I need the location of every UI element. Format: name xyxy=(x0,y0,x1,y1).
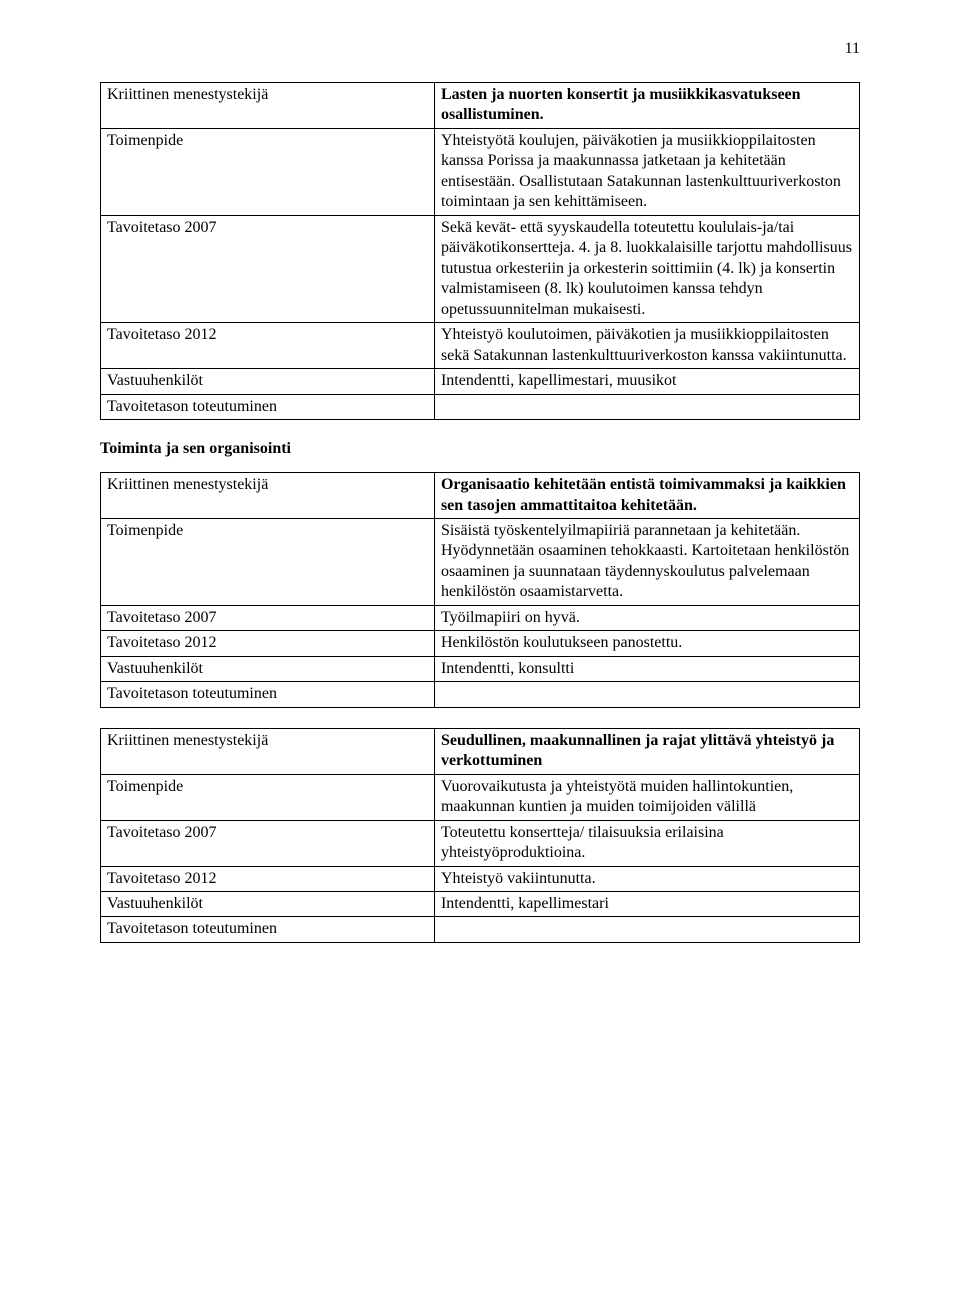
cell-label: Tavoitetason toteutuminen xyxy=(101,682,435,707)
cell-label: Toimenpide xyxy=(101,774,435,820)
cell-label: Tavoitetaso 2007 xyxy=(101,605,435,630)
table-row: Tavoitetaso 2012 Yhteistyö vakiintunutta… xyxy=(101,866,860,891)
table-row: Tavoitetaso 2012 Henkilöstön koulutuksee… xyxy=(101,631,860,656)
section-heading: Toiminta ja sen organisointi xyxy=(100,440,860,458)
table-2: Kriittinen menestystekijä Organisaatio k… xyxy=(100,472,860,708)
table-row: Tavoitetaso 2007 Sekä kevät- että syyska… xyxy=(101,215,860,322)
cell-label: Vastuuhenkilöt xyxy=(101,656,435,681)
table-row: Tavoitetason toteutuminen xyxy=(101,394,860,419)
table-1: Kriittinen menestystekijä Lasten ja nuor… xyxy=(100,82,860,420)
table-row: Toimenpide Yhteistyötä koulujen, päiväko… xyxy=(101,128,860,215)
cell-label: Kriittinen menestystekijä xyxy=(101,728,435,774)
cell-value: Lasten ja nuorten konsertit ja musiikkik… xyxy=(434,83,859,129)
cell-value: Intendentti, kapellimestari, muusikot xyxy=(434,369,859,394)
table-row: Tavoitetason toteutuminen xyxy=(101,682,860,707)
cell-label: Kriittinen menestystekijä xyxy=(101,83,435,129)
cell-label: Tavoitetaso 2007 xyxy=(101,820,435,866)
cell-value: Vuorovaikutusta ja yhteistyötä muiden ha… xyxy=(434,774,859,820)
cell-value: Yhteistyö koulutoimen, päiväkotien ja mu… xyxy=(434,323,859,369)
table-row: Vastuuhenkilöt Intendentti, kapellimesta… xyxy=(101,892,860,917)
cell-value: Toteutettu konsertteja/ tilaisuuksia eri… xyxy=(434,820,859,866)
cell-label: Tavoitetaso 2012 xyxy=(101,323,435,369)
cell-label: Tavoitetaso 2012 xyxy=(101,866,435,891)
table-row: Tavoitetaso 2012 Yhteistyö koulutoimen, … xyxy=(101,323,860,369)
table-row: Tavoitetaso 2007 Toteutettu konsertteja/… xyxy=(101,820,860,866)
cell-label: Kriittinen menestystekijä xyxy=(101,473,435,519)
cell-label: Tavoitetaso 2007 xyxy=(101,215,435,322)
cell-value: Seudullinen, maakunnallinen ja rajat yli… xyxy=(434,728,859,774)
table-row: Tavoitetason toteutuminen xyxy=(101,917,860,942)
cell-value: Henkilöstön koulutukseen panostettu. xyxy=(434,631,859,656)
cell-value xyxy=(434,682,859,707)
page-number: 11 xyxy=(100,40,860,58)
cell-value: Sisäistä työskentelyilmapiiriä paranneta… xyxy=(434,518,859,605)
table-row: Toimenpide Sisäistä työskentelyilmapiiri… xyxy=(101,518,860,605)
cell-value xyxy=(434,394,859,419)
cell-value: Organisaatio kehitetään entistä toimivam… xyxy=(434,473,859,519)
cell-label: Toimenpide xyxy=(101,518,435,605)
cell-value: Intendentti, konsultti xyxy=(434,656,859,681)
table-row: Toimenpide Vuorovaikutusta ja yhteistyöt… xyxy=(101,774,860,820)
table-row: Vastuuhenkilöt Intendentti, konsultti xyxy=(101,656,860,681)
table-row: Kriittinen menestystekijä Seudullinen, m… xyxy=(101,728,860,774)
cell-value: Yhteistyö vakiintunutta. xyxy=(434,866,859,891)
table-3: Kriittinen menestystekijä Seudullinen, m… xyxy=(100,728,860,943)
table-row: Tavoitetaso 2007 Työilmapiiri on hyvä. xyxy=(101,605,860,630)
cell-label: Tavoitetason toteutuminen xyxy=(101,917,435,942)
cell-label: Toimenpide xyxy=(101,128,435,215)
cell-label: Vastuuhenkilöt xyxy=(101,892,435,917)
cell-value: Yhteistyötä koulujen, päiväkotien ja mus… xyxy=(434,128,859,215)
cell-value: Sekä kevät- että syyskaudella toteutettu… xyxy=(434,215,859,322)
cell-value: Työilmapiiri on hyvä. xyxy=(434,605,859,630)
cell-value xyxy=(434,917,859,942)
table-row: Kriittinen menestystekijä Lasten ja nuor… xyxy=(101,83,860,129)
cell-label: Tavoitetason toteutuminen xyxy=(101,394,435,419)
cell-label: Tavoitetaso 2012 xyxy=(101,631,435,656)
table-row: Kriittinen menestystekijä Organisaatio k… xyxy=(101,473,860,519)
cell-value: Intendentti, kapellimestari xyxy=(434,892,859,917)
table-row: Vastuuhenkilöt Intendentti, kapellimesta… xyxy=(101,369,860,394)
cell-label: Vastuuhenkilöt xyxy=(101,369,435,394)
